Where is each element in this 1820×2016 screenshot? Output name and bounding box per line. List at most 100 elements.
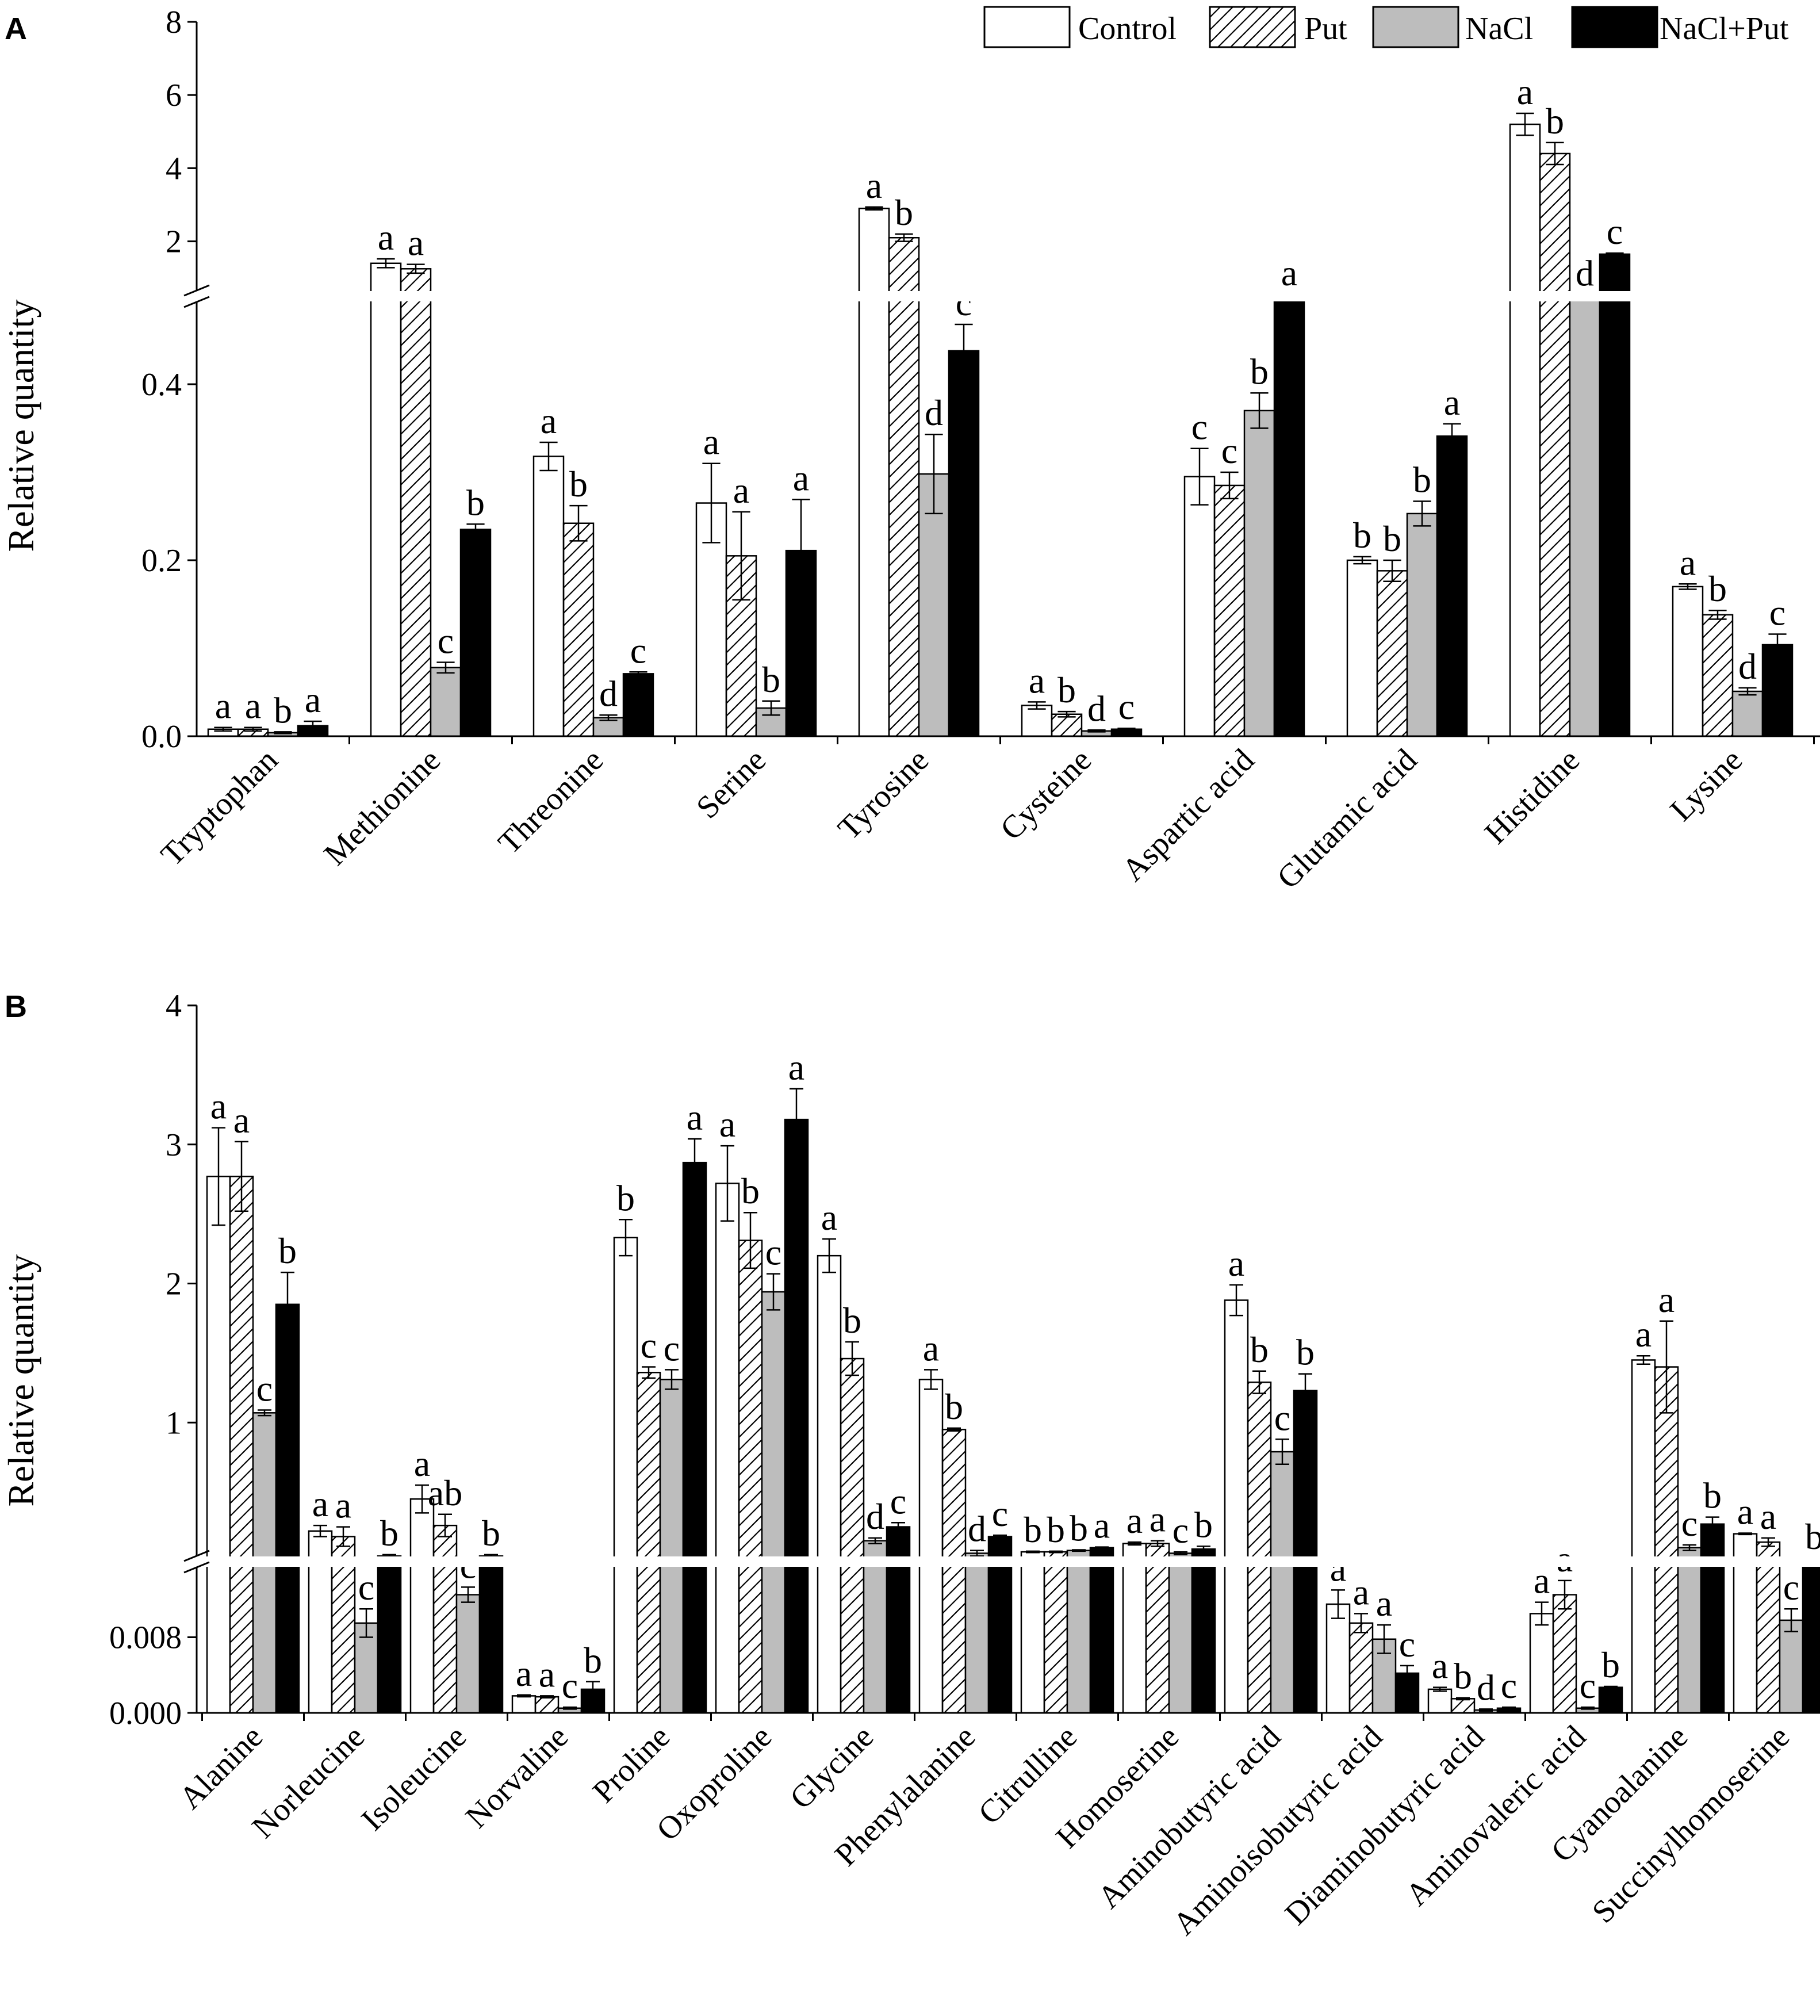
- sig-letter-aminobutyric-acid-nacl: c: [1274, 1397, 1290, 1438]
- bar-glycine-control: [817, 1254, 842, 1714]
- error-bar-aminovaleric-acid-nacl-put: [1604, 1685, 1618, 1689]
- error-bar-methionine-put: [407, 263, 425, 274]
- error-bar-aminoisobutyric-acid-put: [1354, 1613, 1368, 1634]
- sig-letter-tryptophan-nacl-put: a: [305, 679, 321, 720]
- panel-b: B aacbAlanineaacbNorleucineaabcbIsoleuci…: [1, 988, 1820, 1942]
- error-bar-lysine-put: [1708, 609, 1727, 620]
- category-label-glutamic-acid: Glutamic acid: [1270, 742, 1424, 896]
- error-bar-glycine-nacl-put: [891, 1522, 905, 1532]
- bar-tyrosine-nacl-put: [948, 350, 980, 737]
- error-bar-norleucine-nacl: [359, 1608, 373, 1638]
- bar-oxoproline-put: [738, 1240, 763, 1714]
- category-label-histidine: Histidine: [1478, 742, 1587, 851]
- bar-homoserine-put: [1145, 1543, 1170, 1714]
- sig-letter-cyanoalanine-put: a: [1658, 1279, 1675, 1320]
- sig-letter-isoleucine-control: a: [414, 1443, 430, 1484]
- sig-letter-tryptophan-put: a: [245, 686, 261, 726]
- sig-letter-serine-nacl-put: a: [793, 457, 809, 498]
- bar-proline-nacl-put: [682, 1161, 707, 1714]
- bar-phenylalanine-control: [918, 1379, 944, 1714]
- sig-letter-aminobutyric-acid-nacl-put: b: [1296, 1332, 1315, 1373]
- error-bar-aminobutyric-acid-control: [1229, 1284, 1243, 1317]
- error-bar-histidine-control: [1516, 112, 1534, 136]
- bar-isoleucine-put: [432, 1524, 458, 1714]
- error-bar-diaminobutyric-acid-control: [1433, 1686, 1447, 1692]
- error-bar-cysteine-put: [1057, 710, 1076, 718]
- error-bar-aminoisobutyric-acid-nacl: [1377, 1624, 1391, 1654]
- error-bar-norvaline-control: [517, 1694, 531, 1698]
- bar-threonine-nacl-put: [622, 673, 654, 737]
- bar-methionine-nacl-put: [459, 529, 492, 737]
- bar-aminobutyric-acid-nacl: [1270, 1451, 1295, 1714]
- bar-citrulline-nacl: [1066, 1550, 1091, 1714]
- bar-proline-control: [613, 1237, 638, 1714]
- bar-norleucine-nacl-put: [377, 1555, 402, 1714]
- sig-letter-norvaline-control: a: [516, 1653, 532, 1694]
- sig-letter-homoserine-nacl: c: [1173, 1510, 1189, 1551]
- sig-letter-threonine-nacl: d: [599, 673, 618, 714]
- error-bar-tyrosine-put: [895, 233, 913, 242]
- sig-letter-glycine-control: a: [821, 1197, 837, 1238]
- bar-aminoisobutyric-acid-put: [1348, 1622, 1374, 1714]
- bar-glycine-nacl-put: [886, 1526, 911, 1714]
- bar-phenylalanine-nacl: [964, 1552, 990, 1714]
- category-label-aminovaleric-acid: Aminovaleric acid: [1399, 1719, 1593, 1912]
- bar-cyanoalanine-put: [1654, 1366, 1679, 1714]
- sig-letter-aminobutyric-acid-control: a: [1228, 1243, 1244, 1284]
- bar-methionine-put: [400, 268, 432, 737]
- sig-letter-aminovaleric-acid-nacl: c: [1580, 1665, 1596, 1706]
- error-bar-isoleucine-nacl: [461, 1586, 475, 1603]
- error-bar-aminovaleric-acid-control: [1535, 1601, 1549, 1626]
- bar-glycine-put: [840, 1357, 865, 1714]
- sig-letter-succinylhomoserine-control: a: [1737, 1491, 1753, 1532]
- sig-letter-norvaline-nacl: c: [562, 1665, 578, 1706]
- sig-letter-succinylhomoserine-put: a: [1760, 1496, 1776, 1537]
- error-bar-norvaline-nacl: [563, 1706, 577, 1710]
- error-bar-glutamic-acid-put: [1383, 559, 1401, 582]
- sig-letter-aminoisobutyric-acid-nacl-put: c: [1399, 1624, 1415, 1665]
- error-bar-norleucine-control: [313, 1524, 327, 1537]
- error-bar-tryptophan-nacl: [274, 731, 292, 735]
- sig-letter-oxoproline-control: a: [719, 1104, 735, 1145]
- category-label-methionine: Methionine: [317, 742, 447, 872]
- sig-letter-homoserine-put: a: [1150, 1499, 1166, 1540]
- axis-break-mark: [183, 1561, 210, 1574]
- bar-lysine-control: [1672, 586, 1704, 737]
- sig-letter-citrulline-nacl-put: a: [1094, 1505, 1110, 1546]
- error-bar-tryptophan-put: [244, 726, 262, 732]
- sig-letter-proline-put: c: [641, 1325, 657, 1366]
- error-bar-glycine-nacl: [868, 1537, 882, 1544]
- bar-histidine-control: [1509, 123, 1541, 737]
- error-bar-cysteine-control: [1028, 701, 1046, 710]
- error-bar-aminoisobutyric-acid-control: [1331, 1589, 1345, 1619]
- error-bar-citrulline-put: [1049, 1550, 1063, 1554]
- error-bar-cyanoalanine-control: [1637, 1355, 1650, 1365]
- y-tick-label: 6: [166, 78, 182, 113]
- bar-cysteine-control: [1021, 705, 1053, 737]
- axis-break-gap: [191, 1556, 1820, 1567]
- legend-swatch-nacl-put: [1571, 6, 1658, 48]
- sig-letter-proline-nacl-put: a: [687, 1097, 703, 1138]
- legend-label-nacl: NaCl: [1465, 11, 1533, 47]
- sig-letter-aminovaleric-acid-control: a: [1534, 1560, 1550, 1601]
- sig-letter-succinylhomoserine-nacl-put: b: [1805, 1516, 1820, 1557]
- bar-homoserine-control: [1122, 1543, 1147, 1714]
- sig-letter-tyrosine-put: b: [895, 192, 913, 233]
- bar-glutamic-acid-nacl: [1406, 512, 1438, 737]
- sig-letter-oxoproline-nacl-put: a: [788, 1047, 804, 1088]
- sig-letter-methionine-put: a: [408, 223, 424, 263]
- sig-letter-aspartic-acid-nacl-put: a: [1281, 253, 1297, 293]
- sig-letter-cyanoalanine-nacl-put: b: [1703, 1475, 1722, 1516]
- panel-a-axis: 0.0 0.2 0.4 2 4 6 8: [141, 5, 1820, 755]
- sig-letter-alanine-control: a: [210, 1086, 227, 1127]
- sig-letter-histidine-control: a: [1517, 71, 1533, 112]
- sig-letter-threonine-control: a: [541, 400, 557, 441]
- sig-letter-citrulline-nacl: b: [1070, 1508, 1088, 1548]
- bar-tyrosine-put: [888, 236, 920, 737]
- error-bar-serine-nacl: [762, 700, 780, 716]
- error-bar-threonine-nacl: [599, 714, 618, 721]
- category-label-tryptophan: Tryptophan: [154, 742, 285, 873]
- error-bar-norvaline-nacl-put: [586, 1681, 600, 1698]
- error-bar-alanine-nacl: [258, 1409, 271, 1417]
